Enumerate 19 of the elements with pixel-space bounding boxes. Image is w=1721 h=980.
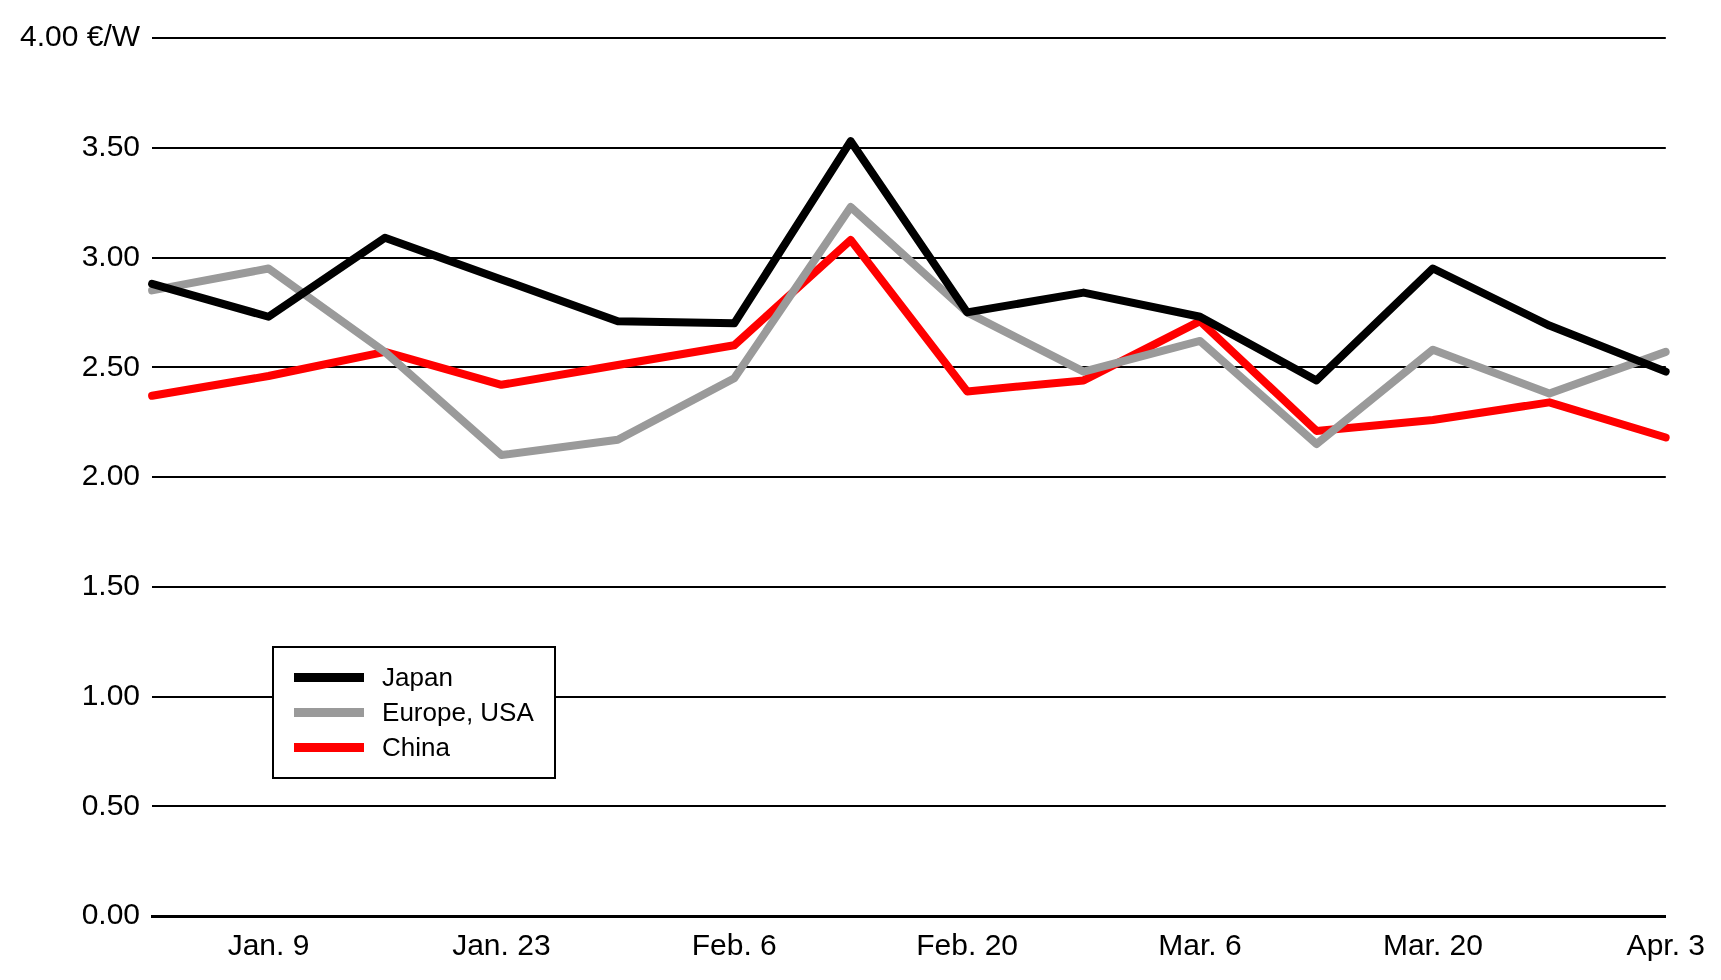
y-tick-label: 0.50 [81, 787, 141, 821]
y-tick-label: 0.00 [81, 897, 141, 931]
y-tick-label: 4.00 €/W [20, 19, 141, 53]
x-tick-label: Feb. 6 [691, 928, 777, 962]
legend-label: Japan [382, 662, 453, 693]
y-tick-label: 3.50 [81, 129, 141, 163]
legend-label: Europe, USA [382, 697, 534, 728]
x-tick-label: Mar. 6 [1158, 928, 1242, 962]
y-tick-label: 2.00 [81, 458, 141, 492]
y-tick-label: 1.50 [81, 568, 141, 602]
x-tick-label: Feb. 20 [916, 928, 1019, 962]
x-tick-label: Jan. 23 [452, 928, 551, 962]
y-tick-label: 1.00 [81, 677, 141, 711]
legend-label: China [382, 732, 450, 763]
x-tick-label: Apr. 3 [1626, 928, 1705, 962]
y-tick-label: 2.50 [81, 348, 141, 382]
x-tick-label: Mar. 20 [1382, 928, 1483, 962]
y-tick-label: 3.00 [81, 238, 141, 272]
x-tick-label: Jan. 9 [227, 928, 310, 962]
